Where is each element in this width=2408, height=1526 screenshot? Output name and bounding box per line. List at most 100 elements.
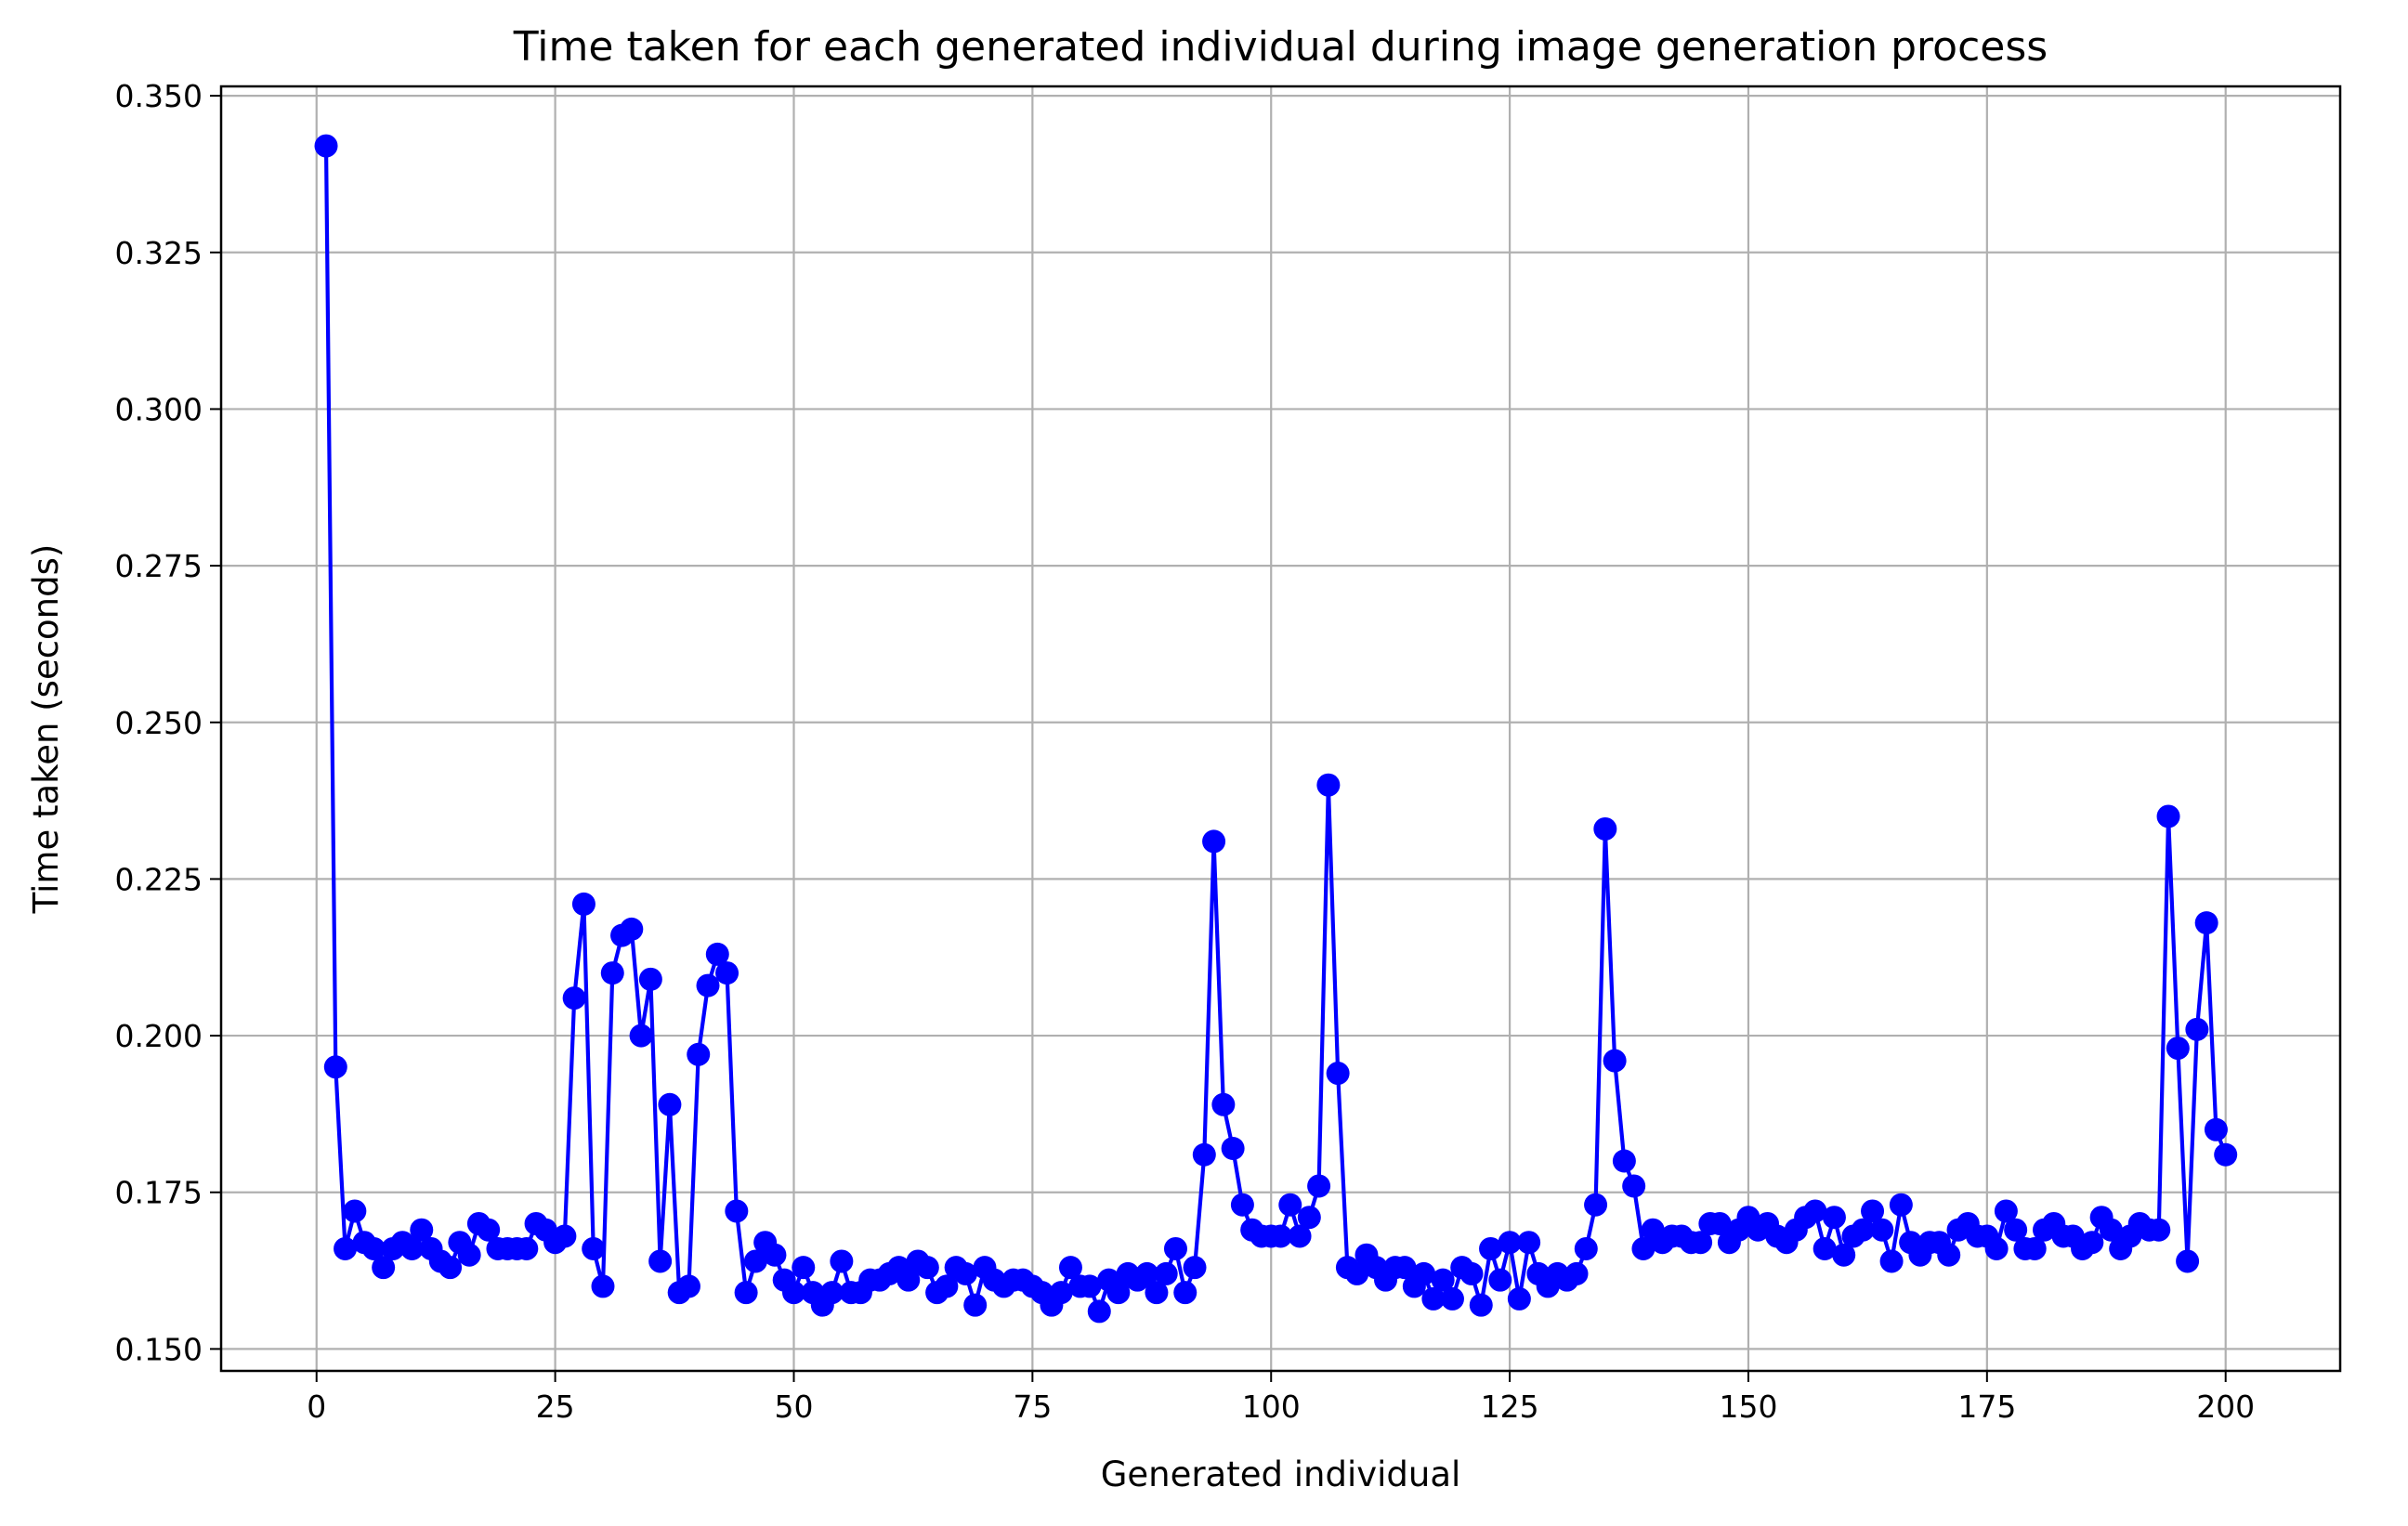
data-point bbox=[648, 1249, 673, 1273]
data-point bbox=[1230, 1193, 1254, 1217]
data-point bbox=[620, 917, 644, 941]
data-point bbox=[2176, 1249, 2200, 1273]
data-point bbox=[1278, 1193, 1302, 1217]
data-point bbox=[553, 1224, 577, 1248]
x-tick-label: 100 bbox=[1242, 1389, 1301, 1425]
data-point bbox=[1412, 1261, 1436, 1285]
data-point bbox=[1297, 1206, 1321, 1230]
data-point bbox=[705, 942, 729, 966]
data-point bbox=[763, 1243, 787, 1267]
data-point bbox=[2214, 1142, 2238, 1167]
data-point bbox=[629, 1024, 653, 1048]
data-point bbox=[591, 1274, 615, 1298]
data-point bbox=[2147, 1218, 2171, 1242]
data-point bbox=[1593, 816, 1617, 841]
data-point bbox=[1431, 1268, 1455, 1292]
data-point bbox=[830, 1249, 854, 1273]
data-point bbox=[1316, 773, 1341, 797]
x-axis-label: Generated individual bbox=[1101, 1454, 1461, 1494]
y-tick-label: 0.325 bbox=[115, 235, 203, 271]
data-point bbox=[1087, 1299, 1111, 1324]
data-point bbox=[600, 961, 624, 985]
data-point bbox=[1192, 1142, 1216, 1167]
data-point bbox=[696, 973, 720, 998]
data-point bbox=[820, 1281, 844, 1305]
data-point bbox=[734, 1281, 758, 1305]
data-point bbox=[1564, 1261, 1589, 1285]
plot-area-frame bbox=[219, 85, 2342, 1373]
x-tick-label: 75 bbox=[1013, 1389, 1052, 1425]
data-point bbox=[1612, 1149, 1636, 1173]
x-tick-label: 175 bbox=[1957, 1389, 2016, 1425]
data-point bbox=[1421, 1286, 1446, 1311]
y-tick-label: 0.225 bbox=[115, 861, 203, 897]
data-point bbox=[1163, 1236, 1187, 1260]
data-point bbox=[1106, 1281, 1131, 1305]
x-tick-label: 125 bbox=[1481, 1389, 1539, 1425]
data-point bbox=[2204, 1117, 2228, 1141]
data-point bbox=[410, 1218, 434, 1242]
data-point bbox=[781, 1281, 805, 1305]
data-point bbox=[2099, 1218, 2123, 1242]
data-point bbox=[1459, 1261, 1484, 1285]
data-point bbox=[2156, 804, 2180, 828]
data-point bbox=[1574, 1236, 1598, 1260]
data-point bbox=[1202, 829, 1226, 854]
data-point bbox=[1851, 1218, 1875, 1242]
y-tick-label: 0.350 bbox=[115, 78, 203, 114]
data-point bbox=[658, 1092, 682, 1116]
data-point bbox=[1345, 1261, 1369, 1285]
data-point bbox=[687, 1042, 711, 1066]
data-point bbox=[1603, 1049, 1627, 1073]
data-point bbox=[1173, 1281, 1197, 1305]
data-point bbox=[896, 1268, 921, 1292]
data-point bbox=[743, 1249, 767, 1273]
data-point bbox=[1803, 1199, 1827, 1223]
data-point bbox=[638, 967, 662, 991]
data-point bbox=[399, 1236, 424, 1260]
data-point bbox=[1288, 1224, 1312, 1248]
data-point bbox=[314, 134, 338, 158]
data-point bbox=[1135, 1261, 1159, 1285]
data-point bbox=[1584, 1193, 1608, 1217]
data-point bbox=[334, 1236, 358, 1260]
data-point bbox=[361, 1236, 386, 1260]
data-point bbox=[562, 986, 586, 1011]
x-tick-label: 150 bbox=[1719, 1389, 1777, 1425]
data-point bbox=[1832, 1243, 1856, 1267]
data-point bbox=[1498, 1231, 1522, 1255]
data-point bbox=[438, 1256, 463, 1280]
y-tick-label: 0.200 bbox=[115, 1018, 203, 1054]
data-point bbox=[457, 1243, 481, 1267]
data-point bbox=[1393, 1256, 1417, 1280]
data-point bbox=[1145, 1281, 1169, 1305]
x-tick-label: 200 bbox=[2196, 1389, 2255, 1425]
data-point bbox=[1183, 1256, 1207, 1280]
data-point bbox=[1994, 1199, 2018, 1223]
data-point bbox=[1049, 1281, 1073, 1305]
data-point bbox=[1517, 1231, 1541, 1255]
data-point bbox=[935, 1274, 959, 1298]
data-point bbox=[477, 1218, 501, 1242]
data-point bbox=[915, 1256, 939, 1280]
x-tick-label: 25 bbox=[536, 1389, 575, 1425]
y-tick-label: 0.150 bbox=[115, 1331, 203, 1367]
data-point bbox=[1689, 1231, 1713, 1255]
data-point bbox=[1984, 1236, 2009, 1260]
data-point bbox=[2080, 1231, 2104, 1255]
x-tick-label: 50 bbox=[774, 1389, 813, 1425]
data-point bbox=[2194, 911, 2218, 935]
data-point bbox=[1154, 1261, 1178, 1285]
x-tick-label: 0 bbox=[307, 1389, 326, 1425]
data-point bbox=[1479, 1236, 1503, 1260]
data-point bbox=[676, 1274, 700, 1298]
y-tick-label: 0.275 bbox=[115, 548, 203, 584]
data-point bbox=[515, 1236, 539, 1260]
data-point bbox=[323, 1055, 347, 1079]
data-point bbox=[1631, 1236, 1656, 1260]
data-point bbox=[1307, 1174, 1331, 1198]
data-point bbox=[1861, 1199, 1885, 1223]
y-axis-label: Time taken (seconds) bbox=[26, 544, 66, 915]
